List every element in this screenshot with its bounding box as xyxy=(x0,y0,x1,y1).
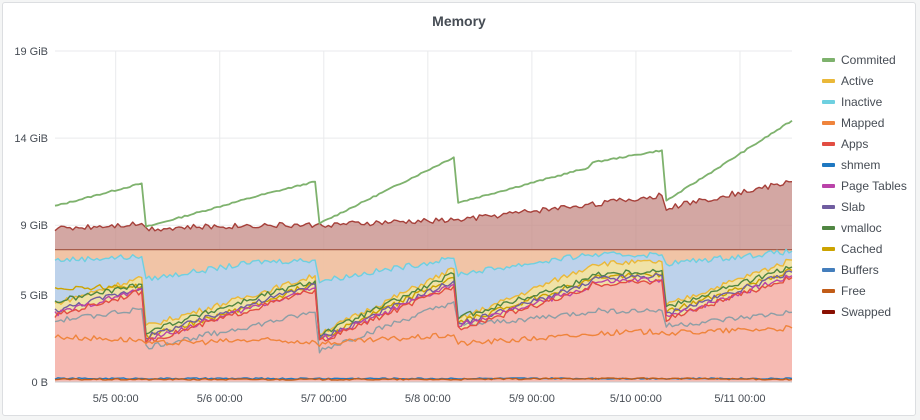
legend-label: Inactive xyxy=(841,94,883,109)
legend-swatch xyxy=(822,309,835,314)
series-line-mapped[interactable] xyxy=(54,325,793,347)
legend-label: Free xyxy=(841,283,866,298)
series-line-slab[interactable] xyxy=(54,270,793,340)
legend-swatch xyxy=(822,246,835,251)
series-line-apps[interactable] xyxy=(54,276,793,344)
legend-swatch xyxy=(822,57,835,62)
y-tick-label: 9 GiB xyxy=(20,220,48,232)
legend-label: Swapped xyxy=(841,304,892,319)
legend-item-buffers[interactable]: Buffers xyxy=(822,259,918,280)
legend-item-inactive[interactable]: Inactive xyxy=(822,91,918,112)
series-line-free[interactable] xyxy=(54,377,793,381)
legend-label: Page Tables xyxy=(841,178,907,193)
legend-swatch xyxy=(822,78,835,83)
legend-label: vmalloc xyxy=(841,220,882,235)
y-tick-label: 0 B xyxy=(31,377,48,389)
legend-item-swapped[interactable]: Swapped xyxy=(822,301,918,322)
legend-item-shmem[interactable]: shmem xyxy=(822,154,918,175)
legend-swatch xyxy=(822,183,835,188)
legend-label: Cached xyxy=(841,241,883,256)
legend-label: Active xyxy=(841,73,874,88)
legend-item-mapped[interactable]: Mapped xyxy=(822,112,918,133)
legend-item-cached[interactable]: Cached xyxy=(822,238,918,259)
legend-item-active[interactable]: Active xyxy=(822,70,918,91)
legend-label: Mapped xyxy=(841,115,885,130)
legend-label: Commited xyxy=(841,52,896,67)
legend-swatch xyxy=(822,99,835,104)
legend-label: Apps xyxy=(841,136,869,151)
y-tick-label: 14 GiB xyxy=(14,133,48,145)
series-line-inactive[interactable] xyxy=(54,248,793,284)
legend: Commited Active Inactive Mapped Apps shmem Pag… xyxy=(822,49,918,322)
legend-item-slab[interactable]: Slab xyxy=(822,196,918,217)
x-tick-label: 5/11 00:00 xyxy=(714,393,765,405)
legend-swatch xyxy=(822,141,835,146)
panel-title[interactable]: Memory xyxy=(432,13,486,29)
legend-item-free[interactable]: Free xyxy=(822,280,918,301)
legend-item-apps[interactable]: Apps xyxy=(822,133,918,154)
legend-swatch xyxy=(822,267,835,272)
legend-label: shmem xyxy=(841,157,881,172)
x-tick-label: 5/8 00:00 xyxy=(405,393,451,405)
legend-swatch xyxy=(822,162,835,167)
legend-label: Buffers xyxy=(841,262,879,277)
x-tick-label: 5/7 00:00 xyxy=(301,393,347,405)
series-line-vmalloc[interactable] xyxy=(54,265,793,337)
series-line-commited[interactable] xyxy=(54,119,793,228)
series-line-active[interactable] xyxy=(54,258,793,335)
area-apps xyxy=(55,276,792,382)
legend-item-commited[interactable]: Commited xyxy=(822,49,918,70)
legend-swatch xyxy=(822,288,835,293)
x-tick-label: 5/5 00:00 xyxy=(93,393,139,405)
legend-swatch xyxy=(822,120,835,125)
legend-swatch xyxy=(822,204,835,209)
y-tick-label: 5 GiB xyxy=(20,290,48,302)
legend-swatch xyxy=(822,225,835,230)
x-tick-label: 5/9 00:00 xyxy=(509,393,555,405)
legend-item-page-tables[interactable]: Page Tables xyxy=(822,175,918,196)
x-tick-label: 5/10 00:00 xyxy=(610,393,662,405)
legend-label: Slab xyxy=(841,199,866,214)
x-tick-label: 5/6 00:00 xyxy=(197,393,243,405)
legend-item-vmalloc[interactable]: vmalloc xyxy=(822,217,918,238)
series-line-swapped[interactable] xyxy=(54,180,793,232)
y-tick-label: 19 GiB xyxy=(14,46,48,58)
series-line-buffers[interactable] xyxy=(54,301,793,354)
